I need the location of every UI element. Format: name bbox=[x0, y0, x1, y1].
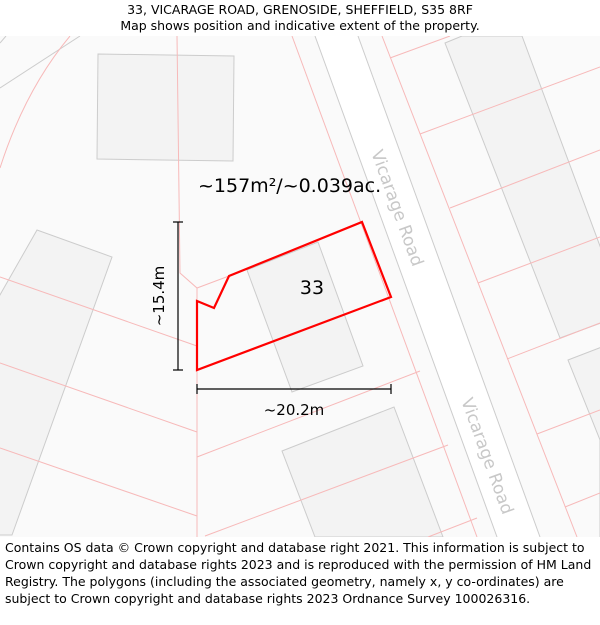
building-south bbox=[281, 406, 444, 537]
building-north bbox=[96, 53, 235, 162]
map-subtitle: Map shows position and indicative extent… bbox=[120, 18, 480, 33]
width-measure-label: ~20.2m bbox=[264, 401, 325, 419]
property-map[interactable]: Vicarage Road Vicarage Road ~157m²/~0.03… bbox=[0, 36, 600, 537]
height-measure-line bbox=[173, 221, 183, 371]
road-edge-east bbox=[357, 36, 541, 537]
road-edge-west bbox=[314, 36, 498, 537]
width-measure-line bbox=[196, 384, 392, 394]
parcel-boundaries bbox=[0, 36, 600, 537]
vicarage-road-surface bbox=[315, 36, 540, 537]
property-boundary[interactable] bbox=[195, 220, 393, 372]
building-east-lower bbox=[567, 347, 600, 537]
map-header: 33, VICARAGE ROAD, GRENOSIDE, SHEFFIELD,… bbox=[0, 0, 600, 36]
property-address: 33, VICARAGE ROAD, GRENOSIDE, SHEFFIELD,… bbox=[127, 2, 473, 17]
copyright-notice: Contains OS data © Crown copyright and d… bbox=[5, 540, 592, 606]
boundary-line bbox=[0, 36, 81, 89]
boundary-line bbox=[0, 36, 7, 44]
parcel-curve bbox=[0, 36, 71, 169]
building-plot-33 bbox=[246, 241, 364, 393]
height-measure-label: ~15.4m bbox=[150, 266, 168, 327]
area-label: ~157m²/~0.039ac. bbox=[198, 175, 381, 197]
plot-number-label: 33 bbox=[300, 277, 324, 299]
